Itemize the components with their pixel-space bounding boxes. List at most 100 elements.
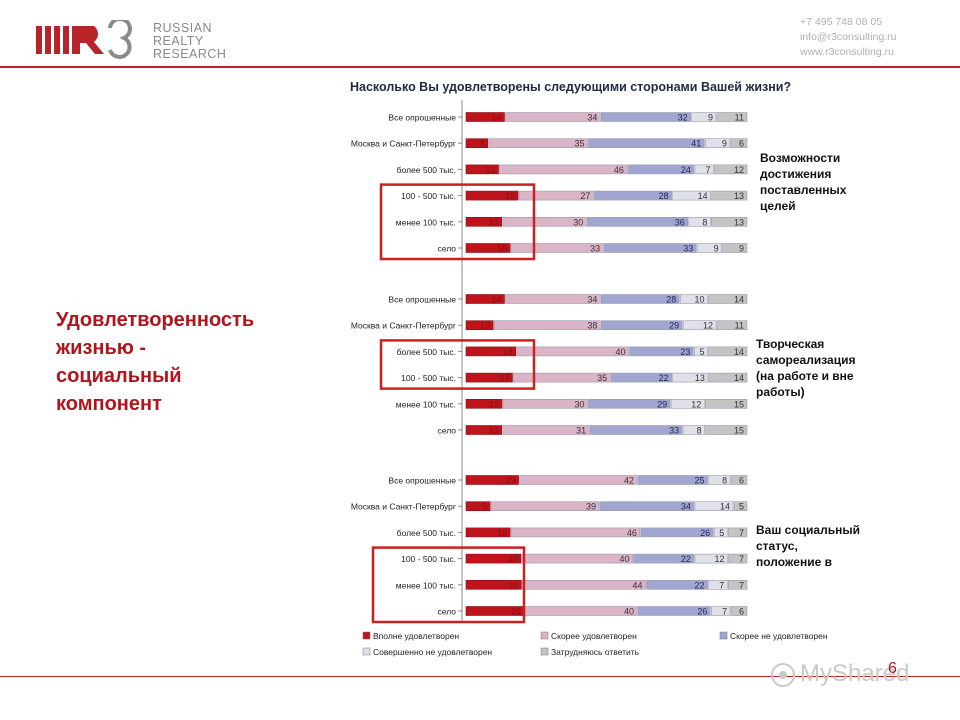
legend-label: Скорее не удовлетворен bbox=[730, 631, 828, 641]
data-label: 31 bbox=[576, 426, 586, 436]
bar-segment bbox=[588, 138, 705, 148]
slide-heading: Удовлетворенность жизнью - социальный ко… bbox=[56, 306, 316, 418]
bar-segment bbox=[629, 346, 694, 357]
legend-label: Вполне удовлетворен bbox=[373, 631, 459, 641]
data-label: 14 bbox=[698, 191, 708, 201]
bar-segment bbox=[730, 475, 748, 485]
category-label: 100 - 500 тыс. bbox=[401, 191, 456, 201]
header-divider bbox=[0, 66, 960, 68]
data-label: 14 bbox=[720, 502, 730, 512]
data-label: 42 bbox=[624, 476, 634, 486]
bar-segment bbox=[586, 217, 689, 227]
bar-segment bbox=[627, 164, 695, 175]
bar-segment bbox=[603, 243, 697, 253]
data-label: 14 bbox=[491, 295, 501, 305]
bar-segment bbox=[490, 501, 600, 512]
data-label: 14 bbox=[734, 347, 744, 357]
category-label: более 500 тыс. bbox=[397, 347, 456, 357]
group-note-goals: Возможности достижения поставленных целе… bbox=[760, 151, 847, 213]
bar-segment bbox=[589, 425, 683, 435]
data-label: 44 bbox=[632, 580, 642, 590]
bar-segment bbox=[708, 294, 748, 304]
data-label: 46 bbox=[614, 165, 624, 175]
category-label: Москва и Санкт-Петербург bbox=[351, 502, 456, 512]
data-label: 40 bbox=[620, 554, 630, 564]
slide-heading-line-3: социальный bbox=[56, 365, 182, 387]
email-link[interactable]: info@r3consulting.ru bbox=[800, 31, 897, 43]
bar-segment bbox=[610, 372, 672, 383]
bar-segment bbox=[672, 190, 712, 201]
legend-swatch bbox=[540, 647, 549, 656]
category-label: более 500 тыс. bbox=[397, 528, 456, 538]
data-label: 27 bbox=[580, 191, 590, 201]
bar-segment bbox=[465, 190, 519, 201]
category-label: менее 100 тыс. bbox=[396, 580, 456, 590]
bar-segment bbox=[588, 398, 671, 409]
phone-text: +7 495 748 08 05 bbox=[800, 16, 883, 28]
data-label: 16 bbox=[497, 528, 507, 538]
bar-segment bbox=[519, 475, 638, 485]
data-label: 22 bbox=[681, 554, 691, 564]
data-label: 14 bbox=[734, 373, 744, 383]
bar-segment bbox=[637, 606, 711, 616]
data-label: 14 bbox=[491, 113, 501, 123]
bar-segment bbox=[728, 553, 748, 564]
data-label: 12 bbox=[714, 554, 724, 564]
logo-word-1: RUSSIAN bbox=[153, 21, 213, 35]
bar-segment bbox=[465, 475, 519, 485]
data-label: 15 bbox=[734, 399, 744, 409]
data-label: 40 bbox=[616, 347, 626, 357]
data-label: 34 bbox=[681, 502, 691, 512]
bar-segment bbox=[711, 190, 748, 201]
data-label: 8 bbox=[697, 426, 702, 436]
bar-segment bbox=[716, 320, 748, 331]
bar-segment bbox=[505, 294, 601, 304]
data-label: 38 bbox=[587, 321, 597, 331]
bar-segment bbox=[722, 243, 748, 253]
data-label: 40 bbox=[624, 607, 634, 617]
bar-segment bbox=[711, 606, 731, 616]
bar-segment bbox=[694, 346, 708, 357]
bar-segment bbox=[465, 243, 511, 253]
bar-segment bbox=[711, 217, 748, 227]
data-label: 41 bbox=[691, 139, 701, 149]
data-label: 33 bbox=[683, 244, 693, 254]
data-label: 17 bbox=[499, 373, 509, 383]
page-number: 6 bbox=[888, 660, 897, 677]
data-label: 11 bbox=[735, 113, 744, 123]
watermark-text: MyShared bbox=[800, 660, 910, 687]
bar-segment bbox=[465, 501, 491, 512]
data-label: 8 bbox=[702, 217, 707, 227]
data-label: 25 bbox=[695, 476, 705, 486]
r3-logo bbox=[36, 20, 132, 59]
category-label: Москва и Санкт-Петербург bbox=[351, 321, 456, 331]
bar-segment bbox=[714, 164, 748, 175]
data-label: 13 bbox=[734, 191, 744, 201]
website-link[interactable]: www.r3consulting.ru bbox=[800, 46, 894, 58]
category-label: село bbox=[438, 244, 457, 254]
data-label: 13 bbox=[489, 217, 499, 227]
data-label: 5 bbox=[719, 528, 724, 538]
data-label: 7 bbox=[719, 580, 724, 590]
bar-segment bbox=[708, 475, 731, 485]
data-label: 28 bbox=[659, 191, 669, 201]
myshared-logo-icon bbox=[771, 663, 795, 687]
bar-segment bbox=[513, 372, 611, 383]
category-label: Все опрошенные bbox=[388, 476, 456, 486]
data-label: 13 bbox=[734, 217, 744, 227]
bar-segment bbox=[510, 243, 604, 253]
bar-segment bbox=[488, 138, 588, 148]
data-label: 6 bbox=[739, 607, 744, 617]
group-note-status: Ваш социальный статус, положение в bbox=[756, 523, 860, 569]
bar-segment bbox=[733, 501, 748, 512]
data-label: 10 bbox=[480, 321, 490, 331]
data-label: 13 bbox=[489, 426, 499, 436]
group-note-creativity: Творческая самореализация (на работе и в… bbox=[756, 337, 856, 399]
data-label: 7 bbox=[739, 554, 744, 564]
data-label: 34 bbox=[587, 113, 597, 123]
bar-segment bbox=[516, 346, 629, 357]
category-label: менее 100 тыс. bbox=[396, 217, 456, 227]
bar-segment bbox=[465, 425, 502, 435]
data-label: 26 bbox=[697, 607, 707, 617]
bar-segment bbox=[465, 372, 513, 383]
